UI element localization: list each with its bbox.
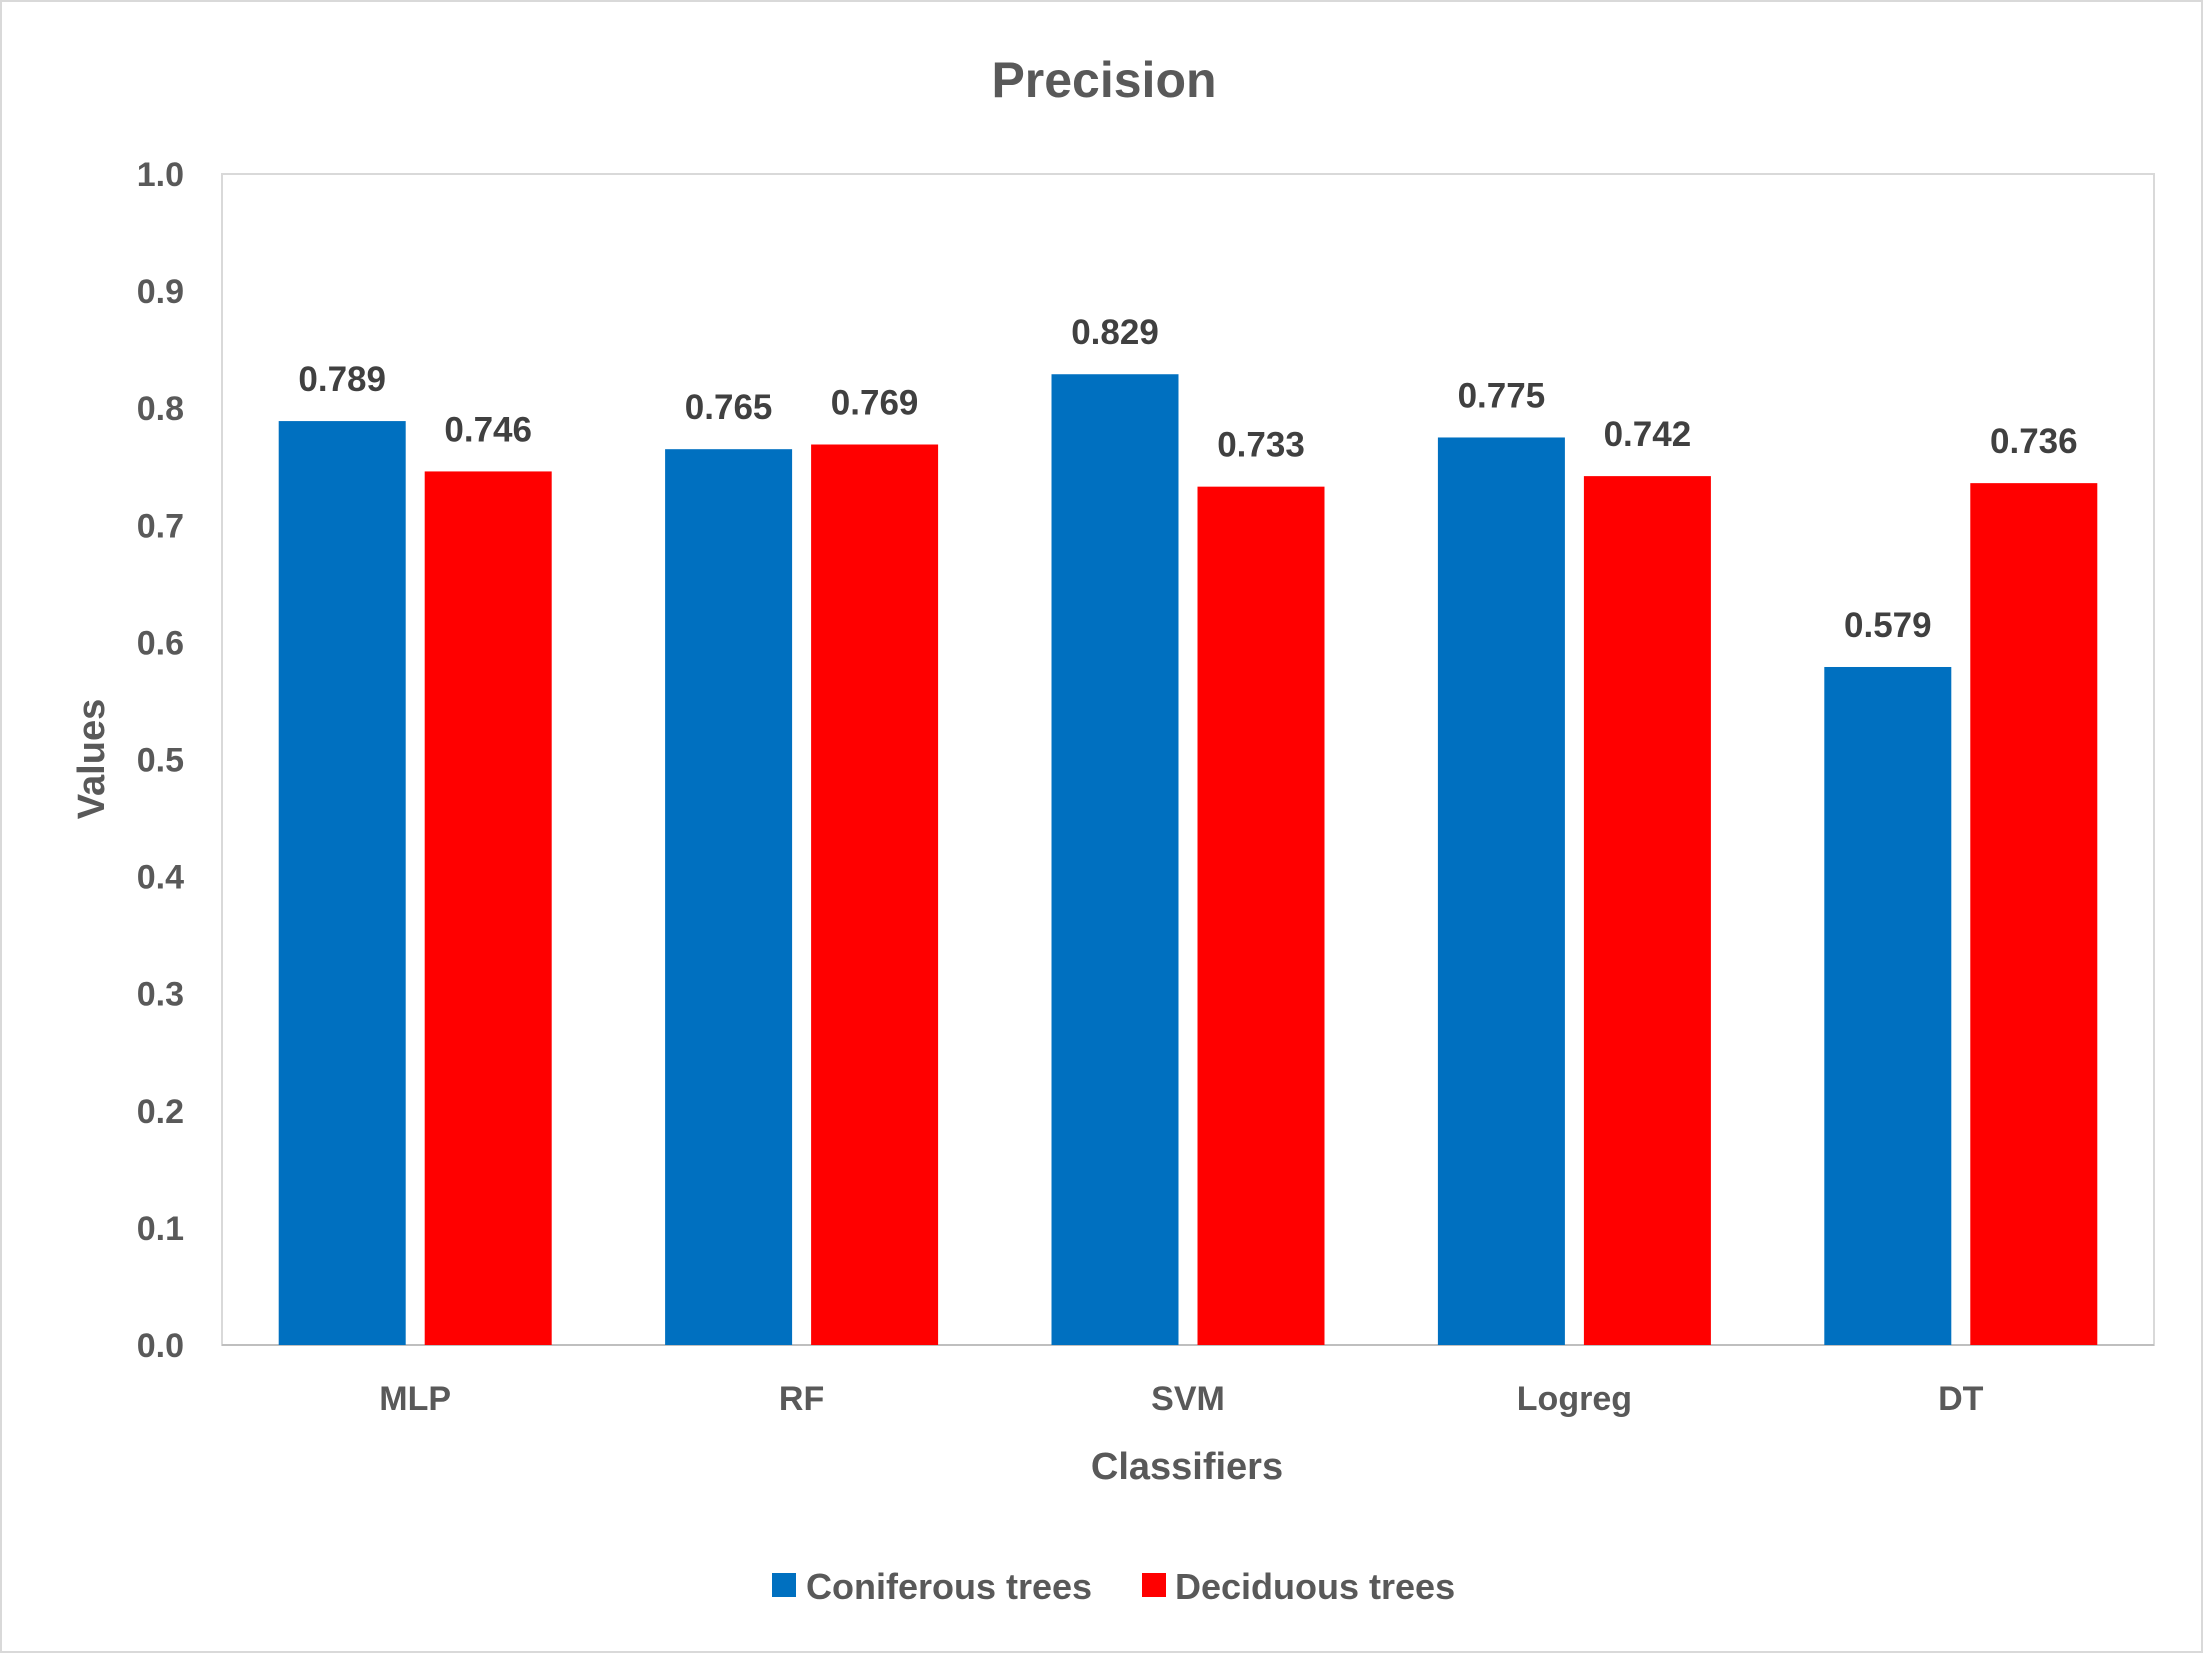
y-tick-label: 0.4 xyxy=(137,859,184,897)
y-tick-label: 1.0 xyxy=(137,156,184,194)
x-tick-label: RF xyxy=(779,1380,824,1418)
bar xyxy=(811,444,939,1346)
data-label: 0.579 xyxy=(1844,606,1932,645)
data-label: 0.829 xyxy=(1071,313,1159,352)
x-tick-label: MLP xyxy=(379,1380,451,1418)
data-label: 0.765 xyxy=(685,388,773,427)
bar xyxy=(278,421,406,1345)
data-label: 0.736 xyxy=(1990,422,2078,461)
bar xyxy=(1583,476,1711,1345)
legend-swatch xyxy=(1142,1573,1166,1597)
y-tick-label: 0.2 xyxy=(137,1093,184,1131)
data-label: 0.742 xyxy=(1604,415,1692,454)
plot-area: 0.0 0.1 0.2 0.3 0.4 0.5 0.6 0.7 0.8 0.9 1.0 MLP 0.78… xyxy=(137,156,2155,1418)
data-label: 0.733 xyxy=(1217,426,1305,465)
y-tick-label: 0.5 xyxy=(137,742,184,780)
chart-title: Precision xyxy=(991,52,1216,108)
bar xyxy=(1970,483,2098,1345)
data-label: 0.769 xyxy=(831,384,919,423)
legend-label: Deciduous trees xyxy=(1175,1566,1455,1607)
bar xyxy=(1824,666,1952,1345)
y-tick-label: 0.0 xyxy=(137,1327,184,1365)
y-tick-label: 0.6 xyxy=(137,624,184,662)
bar xyxy=(665,449,793,1345)
x-tick-label: Logreg xyxy=(1517,1380,1632,1418)
y-tick-label: 0.7 xyxy=(137,507,184,545)
bar xyxy=(424,471,552,1346)
x-tick-label: SVM xyxy=(1151,1380,1225,1418)
bar xyxy=(1051,374,1179,1346)
legend: Coniferous trees Deciduous trees xyxy=(772,1566,1455,1607)
data-label: 0.746 xyxy=(444,410,532,449)
bar xyxy=(1197,486,1325,1346)
y-axis-label: Values xyxy=(71,699,113,819)
y-tick-label: 0.9 xyxy=(137,273,184,311)
y-tick-label: 0.1 xyxy=(137,1210,184,1248)
data-label: 0.789 xyxy=(298,360,386,399)
data-label: 0.775 xyxy=(1458,376,1546,415)
y-tick-label: 0.3 xyxy=(137,976,184,1014)
legend-swatch xyxy=(772,1573,796,1597)
y-tick-label: 0.8 xyxy=(137,390,184,428)
x-axis-label: Classifiers xyxy=(1091,1446,1283,1488)
legend-label: Coniferous trees xyxy=(806,1566,1092,1607)
bar xyxy=(1437,437,1565,1346)
x-tick-label: DT xyxy=(1938,1380,1984,1418)
